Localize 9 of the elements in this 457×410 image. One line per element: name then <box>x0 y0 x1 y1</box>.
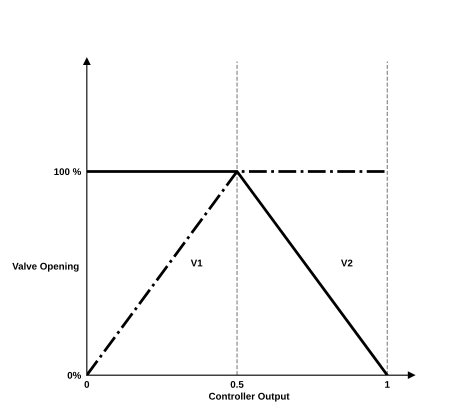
y-tick-label: 0% <box>68 372 82 379</box>
text: V2 <box>341 260 352 266</box>
x-tick-label: 0.5 <box>230 380 244 388</box>
series-label: V1 <box>190 260 202 266</box>
x-tick-label: 1 <box>385 381 390 388</box>
x-axis-title: Controller Output <box>208 392 290 402</box>
y-tick-label: 100 % <box>54 168 82 176</box>
x-tick-label: 0 <box>84 380 90 388</box>
y-axis-title: Valve Opening <box>12 262 79 272</box>
